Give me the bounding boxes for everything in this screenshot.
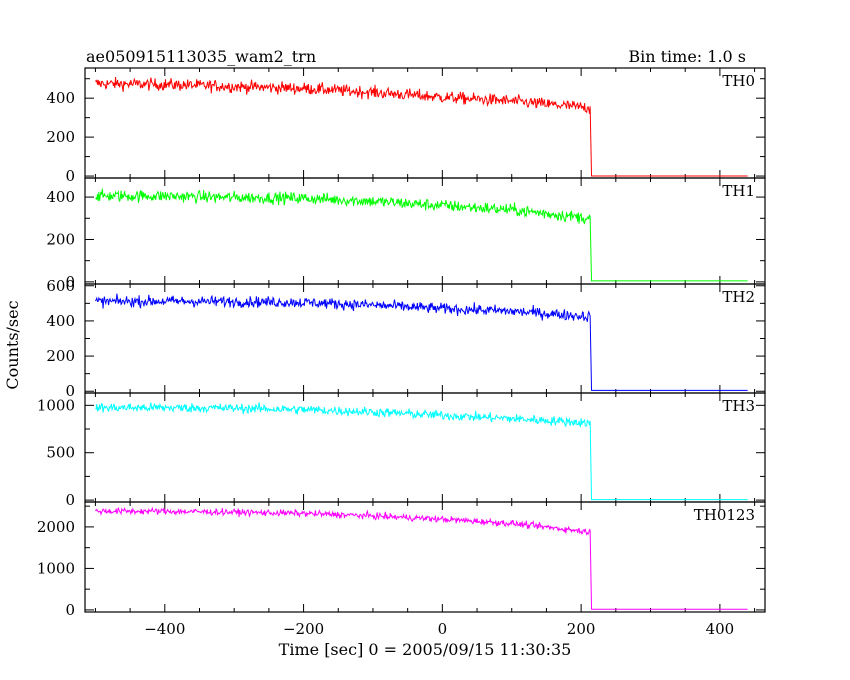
plot-title: ae050915113035_wam2_trn	[86, 47, 316, 66]
y-tick-label: 200	[46, 230, 75, 248]
series-label: TH3	[722, 397, 755, 415]
y-tick-label: 1000	[37, 559, 75, 577]
y-tick-label: 0	[65, 167, 75, 185]
series-line-th3	[95, 402, 748, 501]
panel-th1: 0 200 400 TH1	[46, 177, 766, 291]
series-label: TH0	[722, 72, 755, 90]
series-line-th0123	[95, 506, 748, 610]
series-label: TH2	[722, 288, 755, 306]
panel-th0: 0 200 400 TH0	[46, 67, 766, 185]
y-tick-label: 600	[46, 277, 75, 295]
y-tick-label: 2000	[37, 518, 75, 536]
series-label: TH0123	[694, 506, 755, 524]
y-tick-label: 0	[65, 491, 75, 509]
y-tick-label: 0	[65, 382, 75, 400]
series-line-th0	[95, 76, 748, 177]
y-tick-label: 400	[46, 188, 75, 206]
x-tick-label: 400	[706, 620, 735, 638]
panels: 0 200 400 TH0 0 200 400 TH1 0 200 400 600 TH2 0 500 100…	[37, 67, 766, 619]
y-tick-label: 0	[65, 273, 75, 291]
x-tick-label: −400	[144, 620, 185, 638]
y-tick-label: 200	[46, 128, 75, 146]
panel-frame	[84, 501, 766, 613]
x-axis-label: Time [sec] 0 = 2005/09/15 11:30:35	[279, 640, 572, 659]
x-axis: −400 −200 0 200 400	[144, 620, 734, 638]
x-tick-label: 200	[567, 620, 596, 638]
y-tick-label: 1000	[37, 396, 75, 414]
series-label: TH1	[722, 182, 755, 200]
panel-th0123: 0 1000 2000 TH0123	[37, 501, 766, 619]
y-axis-label: Counts/sec	[3, 300, 22, 389]
x-tick-label: 0	[438, 620, 448, 638]
y-tick-label: 0	[65, 601, 75, 619]
series-line-th1	[95, 188, 748, 282]
panel-frame	[84, 283, 766, 394]
x-tick-label: −200	[283, 620, 324, 638]
panel-th2: 0 200 400 600 TH2	[46, 277, 766, 400]
series-line-th2	[94, 293, 748, 391]
y-tick-label: 400	[46, 89, 75, 107]
y-tick-label: 200	[46, 347, 75, 365]
bin-time-label: Bin time: 1.0 s	[628, 47, 746, 66]
y-tick-label: 500	[46, 444, 75, 462]
y-tick-label: 400	[46, 312, 75, 330]
panel-th3: 0 500 1000 TH3	[37, 392, 766, 509]
